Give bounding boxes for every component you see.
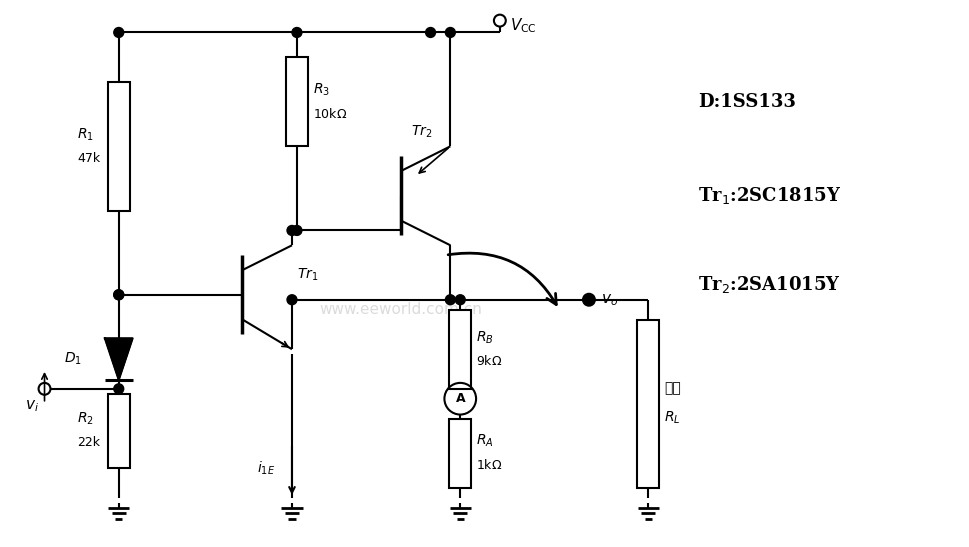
Bar [449,310,471,389]
Text: $R_3$: $R_3$ [312,82,329,98]
Circle shape [113,290,124,300]
Text: 9k$\Omega$: 9k$\Omega$ [476,354,502,368]
Text: A: A [455,392,464,405]
Circle shape [287,295,297,305]
Text: 47k: 47k [78,152,100,165]
Text: www.eeworld.com.cn: www.eeworld.com.cn [319,302,482,317]
Circle shape [425,27,435,37]
Circle shape [292,27,301,37]
Text: $R_A$: $R_A$ [476,433,493,450]
Bar [108,394,130,468]
Circle shape [445,27,454,37]
Text: $v_o$: $v_o$ [600,292,617,307]
Circle shape [287,225,297,235]
Bar [449,418,471,488]
Text: $V_{\rm CC}$: $V_{\rm CC}$ [510,16,536,35]
Circle shape [454,295,465,305]
Text: 10k$\Omega$: 10k$\Omega$ [312,107,347,121]
Text: Tr$_1$:2SC1815Y: Tr$_1$:2SC1815Y [697,185,840,206]
Text: $R_L$: $R_L$ [664,409,680,426]
Circle shape [113,290,124,300]
Text: $Tr_1$: $Tr_1$ [297,267,318,283]
Text: $i_{1E}$: $i_{1E}$ [257,459,275,476]
Text: Tr$_2$:2SA1015Y: Tr$_2$:2SA1015Y [697,275,840,295]
Circle shape [113,384,124,394]
Text: $v_i$: $v_i$ [24,399,39,415]
Bar [108,82,130,211]
Circle shape [445,295,454,305]
Circle shape [113,27,124,37]
Text: $Tr_2$: $Tr_2$ [410,123,432,139]
Circle shape [292,225,301,235]
Text: $R_B$: $R_B$ [476,329,493,346]
Polygon shape [105,339,133,380]
Text: 负载: 负载 [664,381,680,395]
Text: $R_1$: $R_1$ [78,126,94,143]
Bar [637,319,659,488]
Text: D:1SS133: D:1SS133 [697,93,795,110]
Bar [286,57,307,146]
Circle shape [583,295,593,305]
FancyArrowPatch shape [448,253,555,305]
Text: $R_2$: $R_2$ [78,411,94,427]
Text: 1k$\Omega$: 1k$\Omega$ [476,458,502,472]
Text: $D_1$: $D_1$ [64,351,82,368]
Text: 22k: 22k [78,437,100,449]
